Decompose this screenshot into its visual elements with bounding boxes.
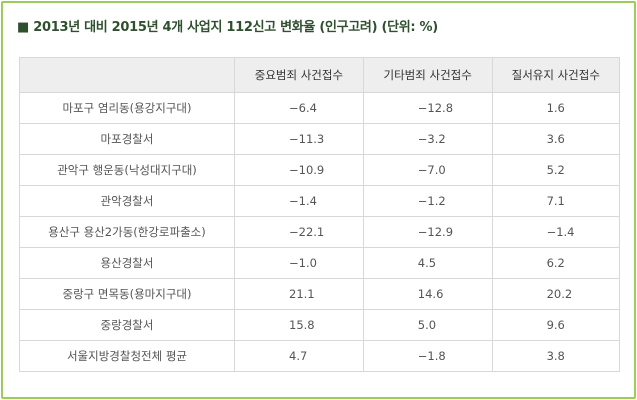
value-cell: 15.8 [234, 309, 364, 341]
value-cell: −1.4 [234, 185, 364, 217]
row-label: 서울지방경찰청전체 평균 [19, 340, 235, 372]
value-cell: 14.6 [362, 278, 493, 310]
value-cell: 1.6 [491, 92, 621, 124]
row-label: 관악경찰서 [19, 185, 235, 217]
table-row: 마포경찰서 −11.3 −3.2 3.6 [19, 123, 621, 155]
table-row: 서울지방경찰청전체 평균 4.7 −1.8 3.8 [19, 340, 621, 372]
value-cell: −3.2 [362, 123, 493, 155]
table-row: 용산경찰서 −1.0 4.5 6.2 [19, 247, 621, 279]
row-label: 마포구 염리동(용강지구대) [19, 92, 235, 124]
value-cell: −22.1 [234, 216, 364, 248]
value-cell: −12.8 [362, 92, 493, 124]
row-label: 용산경찰서 [19, 247, 235, 279]
value-cell: −1.8 [362, 340, 493, 372]
value-cell: −12.9 [362, 216, 493, 248]
value-cell: 5.2 [491, 154, 621, 186]
header-row: 중요범죄 사건접수 기타범죄 사건접수 질서유지 사건접수 [19, 57, 621, 93]
value-cell: −6.4 [234, 92, 364, 124]
value-cell: 4.5 [362, 247, 493, 279]
row-label: 마포경찰서 [19, 123, 235, 155]
value-cell: 20.2 [491, 278, 621, 310]
value-cell: 6.2 [491, 247, 621, 279]
value-cell: 21.1 [234, 278, 364, 310]
header-cell: 기타범죄 사건접수 [362, 57, 493, 93]
value-cell: 9.6 [491, 309, 621, 341]
value-cell: −1.0 [234, 247, 364, 279]
value-cell: −10.9 [234, 154, 364, 186]
table-row: 용산구 용산2가동(한강로파출소) −22.1 −12.9 −1.4 [19, 216, 621, 248]
data-table: 중요범죄 사건접수 기타범죄 사건접수 질서유지 사건접수 마포구 염리동(용강지구… [19, 57, 621, 372]
header-cell: 질서유지 사건접수 [491, 57, 621, 93]
value-cell: −7.0 [362, 154, 493, 186]
value-cell: 7.1 [491, 185, 621, 217]
value-cell: 3.8 [491, 340, 621, 372]
value-cell: −1.2 [362, 185, 493, 217]
table-row: 중랑경찰서 15.8 5.0 9.6 [19, 309, 621, 341]
table-row: 관악구 행운동(낙성대지구대) −10.9 −7.0 5.2 [19, 154, 621, 186]
row-label: 용산구 용산2가동(한강로파출소) [19, 216, 235, 248]
row-label: 관악구 행운동(낙성대지구대) [19, 154, 235, 186]
table-row: 마포구 염리동(용강지구대) −6.4 −12.8 1.6 [19, 92, 621, 124]
value-cell: −1.4 [491, 216, 621, 248]
header-cell: 중요범죄 사건접수 [234, 57, 364, 93]
value-cell: 4.7 [234, 340, 364, 372]
table-row: 중랑구 면목동(용마지구대) 21.1 14.6 20.2 [19, 278, 621, 310]
value-cell: 5.0 [362, 309, 493, 341]
header-cell [19, 57, 235, 93]
value-cell: 3.6 [491, 123, 621, 155]
table-head: 중요범죄 사건접수 기타범죄 사건접수 질서유지 사건접수 [19, 57, 621, 93]
table-body: 마포구 염리동(용강지구대) −6.4 −12.8 1.6 마포경찰서 −11.3 −3.2… [19, 92, 621, 372]
value-cell: −11.3 [234, 123, 364, 155]
title: ■ 2013년 대비 2015년 4개 사업지 112신고 변화율 (인구고려)… [17, 20, 438, 35]
row-label: 중랑경찰서 [19, 309, 235, 341]
row-label: 중랑구 면목동(용마지구대) [19, 278, 235, 310]
table-row: 관악경찰서 −1.4 −1.2 7.1 [19, 185, 621, 217]
